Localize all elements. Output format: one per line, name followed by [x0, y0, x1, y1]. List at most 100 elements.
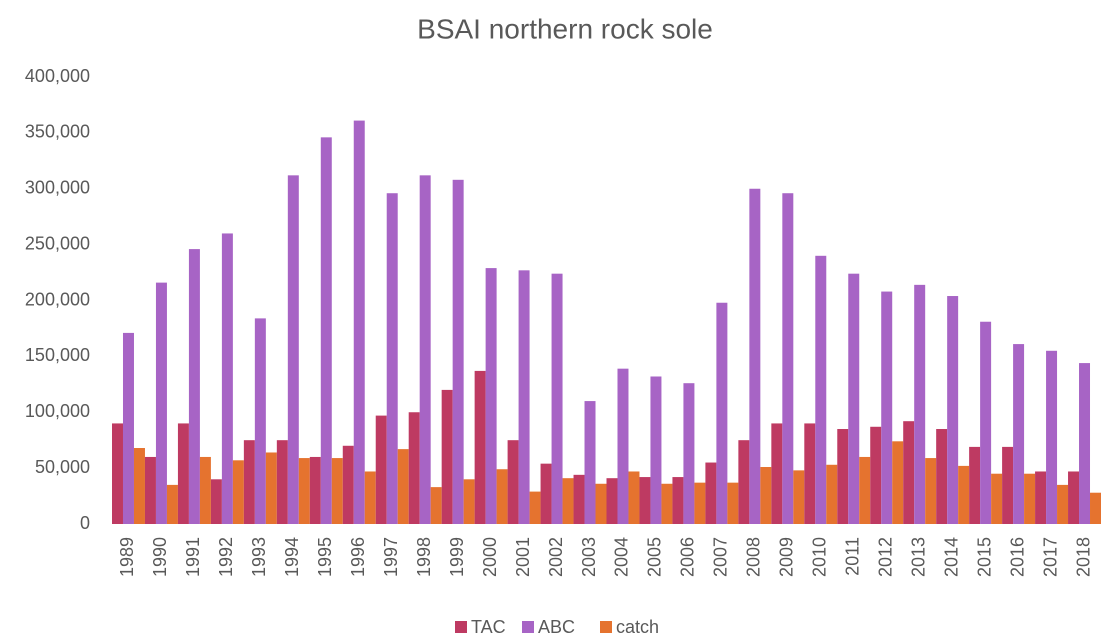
x-tick-label: 2015 [974, 537, 994, 577]
bar [112, 423, 123, 524]
bar [617, 368, 629, 524]
bar [199, 456, 211, 524]
y-tick-label: 150,000 [25, 345, 90, 365]
bar [903, 421, 915, 524]
legend-label: ABC [538, 617, 575, 637]
bar [826, 464, 838, 524]
x-tick-label: 2000 [480, 537, 500, 577]
x-tick-label: 1989 [117, 537, 137, 577]
bar [793, 470, 805, 524]
bar [485, 268, 497, 524]
bar [661, 483, 673, 524]
bar [584, 401, 596, 524]
bar [188, 249, 200, 524]
x-tick-label: 1996 [348, 537, 368, 577]
bar [232, 460, 244, 524]
bar [375, 415, 387, 524]
legend-swatch [455, 621, 467, 633]
y-tick-label: 350,000 [25, 122, 90, 142]
x-tick-label: 2007 [711, 537, 731, 577]
bar [210, 479, 222, 524]
bar [595, 483, 607, 524]
bar [1046, 350, 1058, 524]
bar [276, 440, 288, 524]
bar [683, 383, 695, 524]
x-tick-label: 1999 [447, 537, 467, 577]
bar [925, 458, 937, 524]
bar [529, 491, 541, 524]
bar [694, 482, 706, 524]
legend-label: TAC [471, 617, 506, 637]
bar [320, 137, 332, 524]
bar [452, 179, 464, 524]
x-tick-label: 2008 [744, 537, 764, 577]
x-tick-label: 2017 [1040, 537, 1060, 577]
bar [914, 284, 926, 524]
x-tick-label: 1993 [249, 537, 269, 577]
x-tick-label: 2001 [513, 537, 533, 577]
bar [331, 458, 343, 524]
bar [309, 456, 321, 524]
bar [1090, 492, 1101, 524]
bar [144, 456, 156, 524]
bar [298, 458, 310, 524]
x-tick-label: 2012 [875, 537, 895, 577]
y-tick-label: 100,000 [25, 401, 90, 421]
bar [133, 448, 145, 524]
bar [892, 441, 904, 524]
x-tick-label: 2013 [908, 537, 928, 577]
bar [430, 487, 442, 524]
bar [749, 188, 761, 524]
bar [628, 471, 640, 524]
bar [1068, 471, 1080, 524]
bar [881, 291, 893, 524]
bar [727, 482, 739, 524]
bar [1079, 363, 1091, 524]
bar [991, 473, 1003, 524]
bar [408, 412, 420, 524]
bar [342, 445, 354, 524]
bar [672, 477, 684, 524]
y-tick-label: 0 [80, 513, 90, 533]
x-tick-label: 2014 [941, 537, 961, 577]
bar [540, 463, 552, 524]
x-tick-label: 2004 [612, 537, 632, 577]
bar [804, 423, 816, 524]
bar [573, 474, 585, 524]
x-tick-label: 2002 [546, 537, 566, 577]
y-tick-label: 200,000 [25, 289, 90, 309]
bar [122, 332, 134, 524]
bar [782, 193, 794, 524]
x-tick-label: 2006 [678, 537, 698, 577]
x-tick-label: 1991 [183, 537, 203, 577]
x-tick-label: 1995 [315, 537, 335, 577]
bar [1024, 473, 1036, 524]
bar [958, 465, 970, 524]
bar [441, 389, 453, 524]
bar [419, 175, 431, 524]
bar [1013, 344, 1025, 524]
bar [518, 270, 530, 524]
y-tick-label: 50,000 [35, 457, 90, 477]
bar [496, 469, 508, 524]
bar [1035, 471, 1047, 524]
x-tick-label: 2018 [1073, 537, 1093, 577]
bar [474, 370, 486, 524]
bar [254, 318, 266, 524]
bar [1002, 446, 1014, 524]
bar [760, 467, 772, 524]
bar [969, 446, 981, 524]
legend-swatch [522, 621, 534, 633]
x-tick-label: 2005 [645, 537, 665, 577]
bar [716, 302, 728, 524]
x-tick-label: 2010 [810, 537, 830, 577]
chart-title: BSAI northern rock sole [417, 13, 713, 44]
y-tick-label: 300,000 [25, 178, 90, 198]
x-tick-label: 1990 [150, 537, 170, 577]
x-tick-label: 2003 [579, 537, 599, 577]
bar [265, 452, 277, 524]
bar [606, 478, 618, 524]
x-tick-label: 2016 [1007, 537, 1027, 577]
legend-swatch [600, 621, 612, 633]
